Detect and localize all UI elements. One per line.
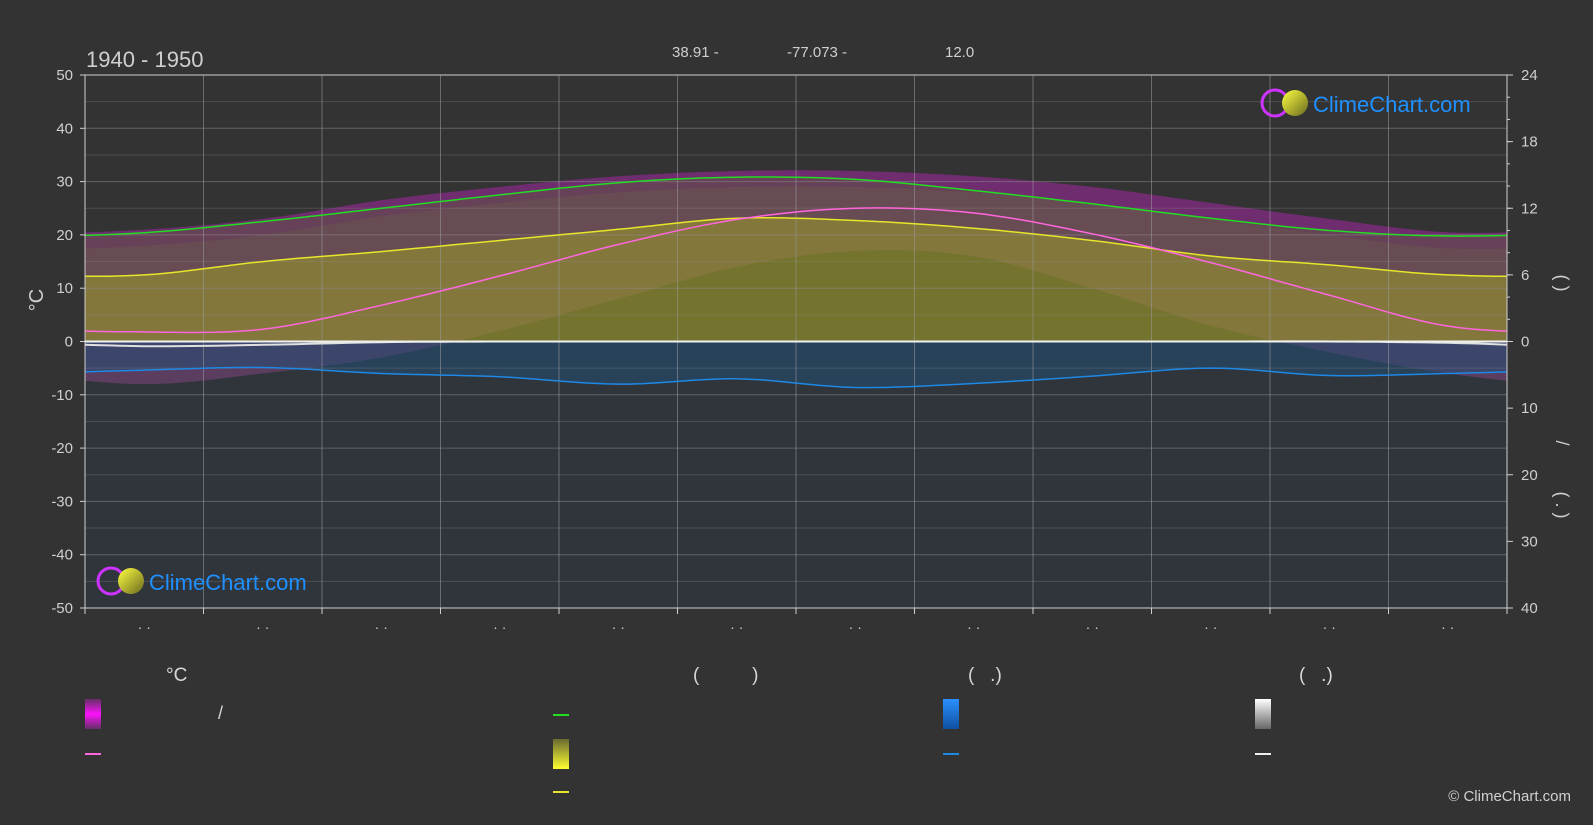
legend-head-rain: ( .) xyxy=(968,665,1002,686)
legend-head-snow: ( .) xyxy=(1299,665,1333,686)
left-tick-label: 10 xyxy=(56,280,73,297)
right-tick-label-hours: 6 xyxy=(1521,267,1529,284)
month-label: · · xyxy=(730,619,743,635)
rain-line xyxy=(85,366,1507,389)
month-label: · · xyxy=(493,619,506,635)
legend-swatch-sunshine xyxy=(553,739,569,769)
copyright: © ClimeChart.com xyxy=(1448,788,1571,805)
month-label: · · xyxy=(1441,619,1454,635)
left-tick-label: 0 xyxy=(65,334,73,351)
left-tick-label: 20 xyxy=(56,227,73,244)
legend-swatch-snow xyxy=(1255,699,1271,729)
brand-logo-bottom: ClimeChart.com xyxy=(96,566,307,596)
period-title: 1940 - 1950 xyxy=(86,47,203,72)
right-axis-label-mid: / xyxy=(1552,440,1572,445)
month-label: · · xyxy=(1204,619,1217,635)
left-tick-label: -20 xyxy=(51,440,73,457)
left-tick-label: -40 xyxy=(51,547,73,564)
month-label: · · xyxy=(612,619,625,635)
right-tick-label-precip: 20 xyxy=(1521,467,1538,484)
legend-swatch-temp-range xyxy=(85,699,101,729)
right-tick-label-hours: 24 xyxy=(1521,67,1538,84)
legend-head-temperature: °C xyxy=(166,665,188,686)
month-label: · · xyxy=(1086,619,1099,635)
right-tick-label-hours: 12 xyxy=(1521,200,1538,217)
right-tick-label-precip: 10 xyxy=(1521,400,1538,417)
left-tick-label: -50 xyxy=(51,600,73,617)
left-tick-label: 40 xyxy=(56,120,73,137)
longitude-label: -77.073 - xyxy=(787,44,847,61)
month-label: · · xyxy=(138,619,151,635)
right-tick-label-hours: 18 xyxy=(1521,134,1538,151)
left-tick-label: 50 xyxy=(56,67,73,84)
left-axis-unit: °C xyxy=(26,289,48,311)
month-label: · · xyxy=(1323,619,1336,635)
right-tick-label-precip: 40 xyxy=(1521,600,1538,617)
brand-text-bottom: ClimeChart.com xyxy=(149,570,307,595)
left-tick-label: -10 xyxy=(51,387,73,404)
temp-mean-line xyxy=(85,207,1507,334)
daylight-line xyxy=(85,176,1507,237)
left-tick-label: 30 xyxy=(56,174,73,191)
right-tick-label-hours: 0 xyxy=(1521,334,1529,351)
sunshine-line xyxy=(85,216,1507,278)
right-axis-label-top: ( ) xyxy=(1552,275,1572,292)
brand-logo-top: ClimeChart.com xyxy=(1260,88,1471,118)
month-label: · · xyxy=(375,619,388,635)
legend-head-hours: ( ) xyxy=(693,665,759,686)
month-label: · · xyxy=(967,619,980,635)
left-tick-label: -30 xyxy=(51,493,73,510)
elevation-label: 12.0 xyxy=(945,44,974,61)
logo-sun-icon xyxy=(118,568,144,594)
right-tick-label-precip: 30 xyxy=(1521,533,1538,550)
logo-sun-icon xyxy=(1282,90,1308,116)
latitude-label: 38.91 - xyxy=(672,44,719,61)
right-axis-label-bottom: ( . ) xyxy=(1552,492,1572,519)
legend-swatch-rain xyxy=(943,699,959,729)
month-label: · · xyxy=(256,619,269,635)
month-label: · · xyxy=(849,619,862,635)
legend-label-temp-range: / xyxy=(218,703,224,723)
brand-text-top: ClimeChart.com xyxy=(1313,92,1471,117)
